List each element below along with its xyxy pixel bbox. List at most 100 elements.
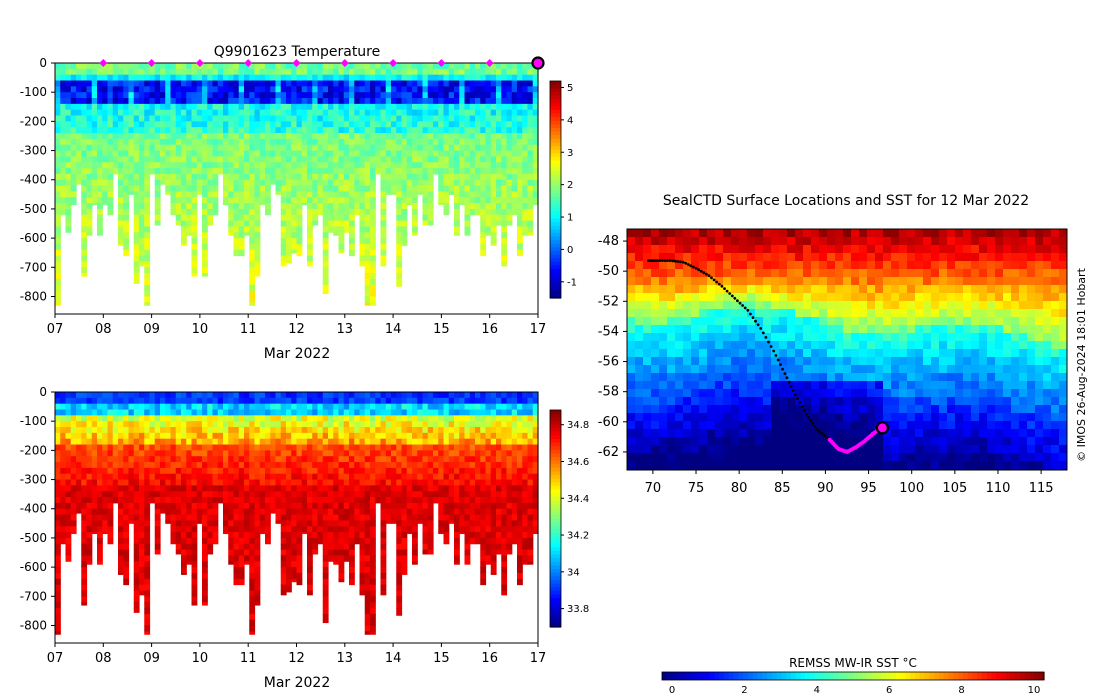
heatmap-cell <box>280 590 287 596</box>
heatmap-cell <box>86 473 93 481</box>
heatmap-cell <box>112 462 119 469</box>
heatmap-cell <box>249 80 256 87</box>
heatmap-cell <box>406 185 413 192</box>
heatmap-cell <box>317 450 324 457</box>
heatmap-cell <box>128 150 135 157</box>
heatmap-cell <box>317 392 324 399</box>
heatmap-cell <box>501 156 508 163</box>
heatmap-cell <box>370 415 376 422</box>
heatmap-cell <box>70 156 77 163</box>
heatmap-cell <box>181 63 187 70</box>
heatmap-cell <box>338 63 345 70</box>
heatmap-cell <box>296 162 303 169</box>
heatmap-cell <box>496 173 502 181</box>
heatmap-cell <box>238 572 245 580</box>
heatmap-cell <box>380 214 387 222</box>
heatmap-cell <box>60 432 67 440</box>
heatmap-cell <box>259 526 266 533</box>
y-tick-label: -600 <box>20 231 47 245</box>
heatmap-cell <box>123 162 130 169</box>
heatmap-cell <box>380 156 387 163</box>
heatmap-cell <box>422 491 429 498</box>
heatmap-cell <box>70 133 77 140</box>
heatmap-cell <box>154 150 161 157</box>
heatmap-cell <box>154 144 161 152</box>
heatmap-cell <box>349 150 355 157</box>
heatmap-cell <box>291 232 298 239</box>
heatmap-cell <box>228 115 235 122</box>
heatmap-cell <box>165 467 172 475</box>
heatmap-cell <box>301 191 308 198</box>
heatmap-cell <box>506 214 513 222</box>
heatmap-cell <box>406 98 413 105</box>
heatmap-cell <box>128 68 135 76</box>
heatmap-cell <box>506 133 513 140</box>
heatmap-cell <box>328 409 334 416</box>
heatmap-cell <box>433 415 439 422</box>
heatmap-cell <box>443 103 450 111</box>
heatmap-cell <box>328 226 334 233</box>
heatmap-cell <box>233 115 240 122</box>
heatmap-cell <box>107 191 114 198</box>
heatmap-cell <box>380 168 387 175</box>
heatmap-cell <box>181 185 187 192</box>
heatmap-cell <box>485 226 492 233</box>
heatmap-cell <box>296 74 303 82</box>
colorbar-tick-label: 3 <box>567 148 573 159</box>
heatmap-cell <box>165 191 172 195</box>
heatmap-cell <box>469 203 476 210</box>
heatmap-cell <box>128 456 135 463</box>
heatmap-cell <box>102 427 109 434</box>
heatmap-cell <box>338 421 345 428</box>
heatmap-cell <box>81 103 88 111</box>
heatmap-cell <box>317 485 324 492</box>
heatmap-cell <box>55 602 61 609</box>
heatmap-cell <box>186 502 193 510</box>
heatmap-cell <box>107 80 114 87</box>
heatmap-cell <box>81 537 88 545</box>
colorbar-swatch <box>550 229 561 234</box>
heatmap-cell <box>359 403 366 411</box>
heatmap-cell <box>322 208 329 216</box>
heatmap-cell <box>91 526 98 533</box>
heatmap-cell <box>433 427 439 434</box>
heatmap-cell <box>175 502 182 510</box>
heatmap-cell <box>191 226 198 233</box>
heatmap-cell <box>349 208 355 216</box>
heatmap-cell <box>228 203 235 210</box>
heatmap-cell <box>280 514 287 521</box>
heatmap-cell <box>207 109 214 117</box>
heatmap-cell <box>349 168 355 175</box>
heatmap-cell <box>527 226 534 233</box>
heatmap-cell <box>86 444 93 451</box>
heatmap-cell <box>433 168 439 175</box>
heatmap-cell <box>291 403 298 411</box>
heatmap-cell <box>333 508 340 516</box>
heatmap-cell <box>154 80 161 87</box>
heatmap-cell <box>65 497 72 504</box>
heatmap-cell <box>370 502 376 510</box>
heatmap-cell <box>102 127 109 134</box>
heatmap-cell <box>233 208 240 216</box>
heatmap-cell <box>170 473 177 481</box>
heatmap-cell <box>228 150 235 157</box>
heatmap-cell <box>375 473 382 481</box>
heatmap-cell <box>128 115 135 122</box>
heatmap-cell <box>259 520 266 527</box>
heatmap-cell <box>175 197 182 204</box>
heatmap-cell <box>328 191 334 198</box>
heatmap-cell <box>401 185 408 192</box>
heatmap-cell <box>396 203 403 210</box>
heatmap-cell <box>76 392 82 399</box>
heatmap-cell <box>160 92 166 99</box>
heatmap-cell <box>286 578 292 586</box>
heatmap-cell <box>454 208 460 216</box>
heatmap-cell <box>275 456 282 463</box>
heatmap-cell <box>438 467 445 475</box>
heatmap-cell <box>370 86 376 93</box>
heatmap-cell <box>280 168 287 175</box>
heatmap-cell <box>396 103 403 111</box>
heatmap-cell <box>254 86 261 93</box>
heatmap-cell <box>380 508 387 516</box>
heatmap-cell <box>280 68 287 76</box>
